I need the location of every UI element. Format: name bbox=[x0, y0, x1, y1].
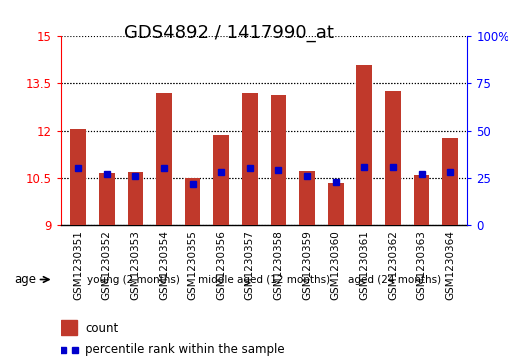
Text: young (2 months): young (2 months) bbox=[87, 274, 180, 285]
Text: GDS4892 / 1417990_at: GDS4892 / 1417990_at bbox=[123, 24, 334, 42]
Text: percentile rank within the sample: percentile rank within the sample bbox=[85, 343, 285, 356]
Bar bbox=[271, 94, 287, 225]
Text: aged (24 months): aged (24 months) bbox=[348, 274, 441, 285]
Bar bbox=[99, 173, 115, 225]
Bar bbox=[70, 129, 86, 225]
Text: middle aged (12 months): middle aged (12 months) bbox=[198, 274, 330, 285]
Bar bbox=[128, 172, 143, 225]
Bar bbox=[156, 93, 172, 225]
Text: count: count bbox=[85, 322, 118, 335]
Bar bbox=[414, 175, 429, 225]
Text: age: age bbox=[15, 273, 37, 286]
Bar bbox=[442, 138, 458, 225]
Bar bbox=[213, 135, 229, 225]
Bar bbox=[385, 91, 401, 225]
Bar bbox=[61, 320, 77, 335]
Bar bbox=[185, 178, 201, 225]
Bar bbox=[357, 65, 372, 225]
Bar bbox=[328, 183, 343, 225]
Bar bbox=[242, 93, 258, 225]
Bar bbox=[299, 171, 315, 225]
